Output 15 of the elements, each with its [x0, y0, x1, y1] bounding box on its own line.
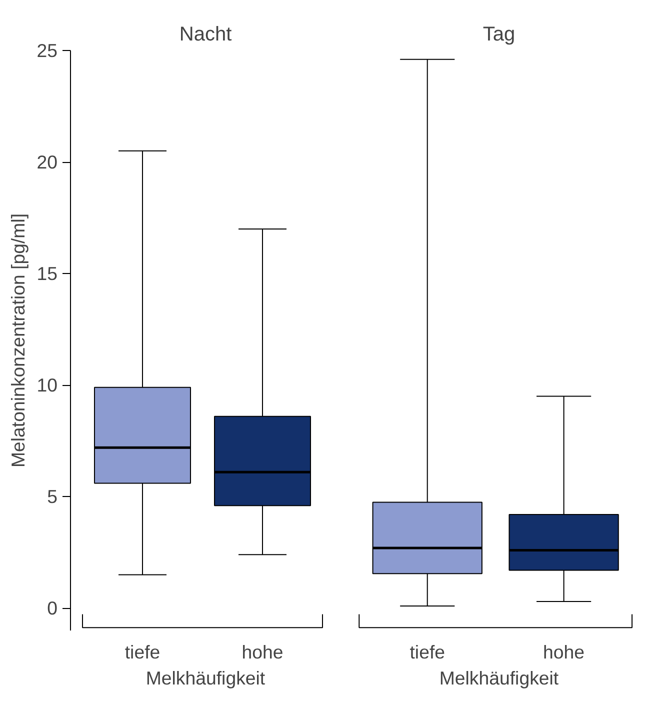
y-tick-label: 15: [36, 263, 58, 284]
y-tick-label: 25: [36, 40, 58, 61]
chart-title: Nacht: [179, 24, 232, 46]
y-tick-label: 0: [47, 598, 58, 619]
x-tick-label: tiefe: [124, 642, 160, 662]
chart-title: Tag: [482, 24, 516, 46]
x-tick-label: hohe: [543, 642, 585, 662]
x-axis-title: Melkhäufigkeit: [146, 668, 266, 688]
x-axis-title: Melkhäufigkeit: [439, 668, 560, 688]
y-tick-label: 5: [47, 486, 58, 508]
y-tick-label: 10: [36, 374, 58, 396]
x-tick-label: tiefe: [410, 642, 445, 662]
x-tick-label: hohe: [242, 642, 284, 662]
y-axis-title: Melatoninkonzentration [pg/ml]: [8, 213, 29, 468]
y-tick-label: 20: [36, 152, 58, 173]
